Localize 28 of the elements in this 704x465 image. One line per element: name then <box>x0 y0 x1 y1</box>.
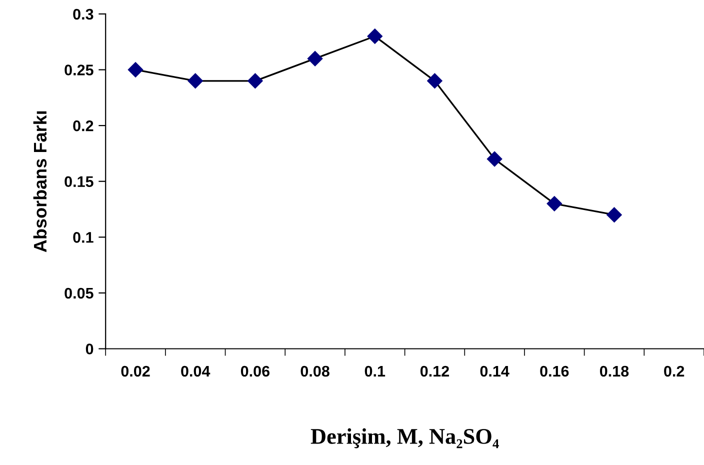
x-tick-label: 0.16 <box>540 366 569 377</box>
x-tick-label: 0.02 <box>121 366 150 377</box>
point <box>606 207 622 222</box>
x-tick-label: 0.06 <box>240 366 270 377</box>
point <box>248 73 263 88</box>
x-tick-label: 0.12 <box>420 366 449 377</box>
point <box>188 73 203 88</box>
y-axis-title: Absorbans Farkı <box>33 111 47 252</box>
x-tick-label: 0.14 <box>480 366 510 377</box>
point <box>546 196 562 212</box>
point <box>128 62 144 78</box>
x-axis-title: Derişim, M, Na₂SO₄ <box>310 428 499 448</box>
point <box>307 51 323 66</box>
point <box>367 28 382 44</box>
y-tick-label: 0.15 <box>64 176 94 188</box>
y-tick-label: 0.25 <box>64 64 94 76</box>
y-tick-label: 0.1 <box>73 232 94 243</box>
x-tick-label: 0.18 <box>600 366 629 377</box>
y-tick-label: 0.05 <box>64 288 94 299</box>
point <box>486 151 502 167</box>
x-tick-label: 0.04 <box>181 366 210 377</box>
point <box>427 73 442 88</box>
y-tick-label: 0.2 <box>73 120 94 132</box>
y-tick-label: 0 <box>86 344 94 354</box>
x-tick-label: 0.08 <box>300 366 330 377</box>
x-tick-label: 0.1 <box>364 366 386 377</box>
y-tick-label: 0.3 <box>73 8 94 20</box>
x-tick-label: 0.2 <box>664 366 684 377</box>
